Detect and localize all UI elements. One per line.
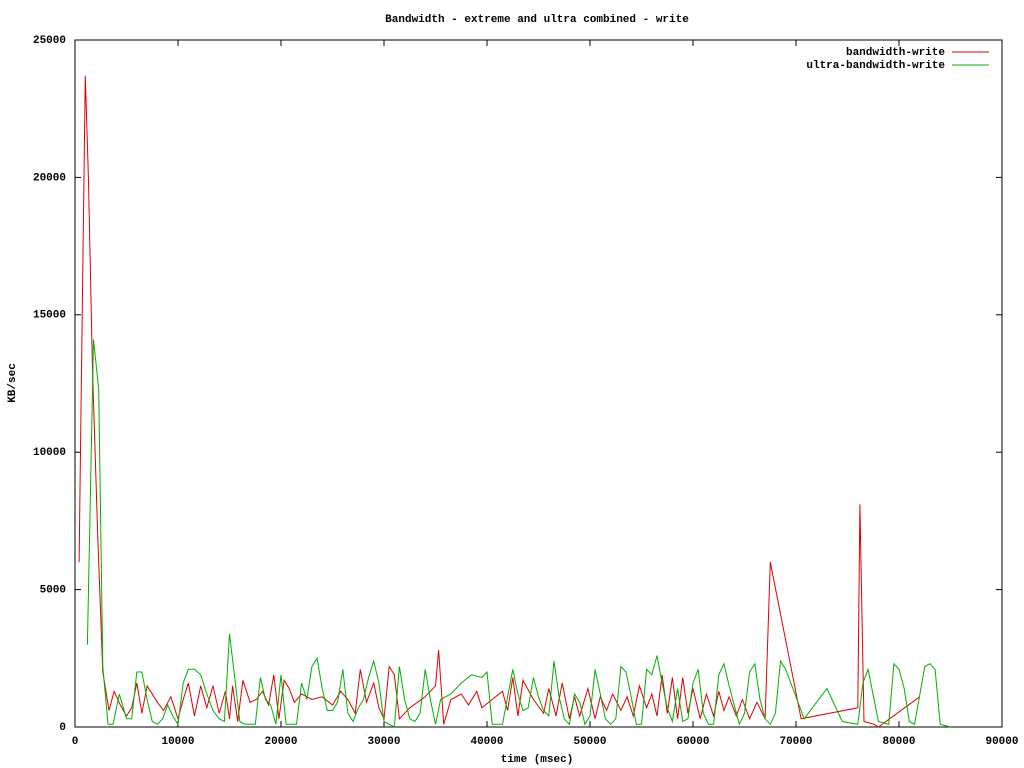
plot-frame — [74, 39, 1003, 728]
legend-label: bandwidth-write — [846, 47, 945, 59]
series-line — [78, 75, 920, 728]
chart-title: Bandwidth - extreme and ultra combined -… — [385, 14, 689, 26]
x-tick-label: 10000 — [161, 736, 194, 748]
y-tick-label: 20000 — [33, 172, 66, 184]
y-tick-label: 0 — [59, 722, 66, 734]
x-tick-label: 0 — [72, 736, 79, 748]
y-tick-label: 15000 — [33, 310, 66, 322]
x-tick-label: 50000 — [573, 736, 606, 748]
y-axis-label: KB/sec — [7, 363, 19, 403]
x-tick-label: 40000 — [470, 736, 503, 748]
x-tick-label: 80000 — [882, 736, 915, 748]
series-line — [86, 339, 951, 728]
x-tick-label: 20000 — [264, 736, 297, 748]
x-axis-label: time (msec) — [501, 754, 574, 766]
y-tick-label: 25000 — [33, 35, 66, 47]
legend-label: ultra-bandwidth-write — [806, 60, 945, 72]
x-tick-label: 90000 — [985, 736, 1018, 748]
y-tick-label: 10000 — [33, 447, 66, 459]
y-tick-label: 5000 — [40, 585, 66, 597]
x-tick-label: 70000 — [779, 736, 812, 748]
x-tick-label: 30000 — [367, 736, 400, 748]
x-tick-label: 60000 — [676, 736, 709, 748]
